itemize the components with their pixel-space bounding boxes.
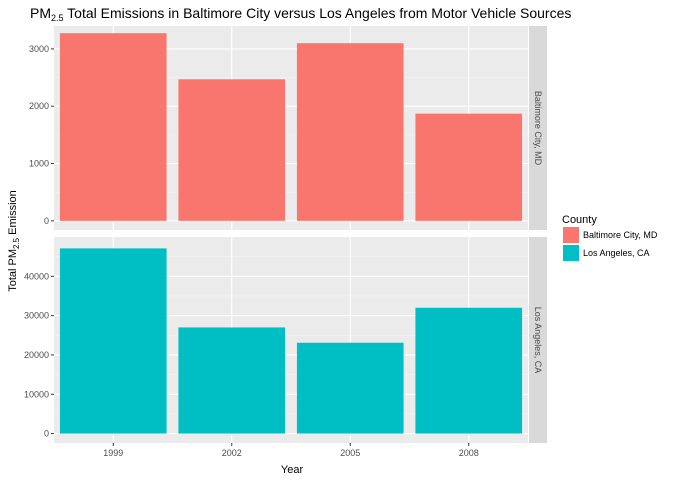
y-tick-label: 0 — [44, 216, 49, 226]
x-tick-label: 1999 — [103, 448, 123, 458]
y-tick-label: 2000 — [29, 101, 49, 111]
x-tick-label: 2002 — [222, 448, 242, 458]
facet-panels: 0 1000 2000 3000 Baltimore City, MD 0 10000 200… — [24, 26, 547, 443]
bar — [415, 113, 523, 221]
x-tick-label: 2008 — [459, 448, 479, 458]
facet-strip — [529, 237, 547, 443]
facet-strip-label: Baltimore City, MD — [533, 91, 543, 166]
y-tick-label: 1000 — [29, 159, 49, 169]
bar — [296, 342, 404, 434]
facet-strip-label: Los Angeles, CA — [533, 307, 543, 374]
legend-key — [563, 227, 579, 243]
chart-title-prefix: PM — [30, 5, 51, 21]
y-axis-title-prefix: Total PM — [7, 249, 19, 292]
chart-title: PM2.5 Total Emissions in Baltimore City … — [30, 5, 571, 23]
y-tick-label: 40000 — [24, 271, 49, 281]
bar — [415, 307, 523, 434]
bar — [178, 327, 286, 434]
y-tick-label: 3000 — [29, 44, 49, 54]
chart-title-subscript: 2.5 — [51, 13, 64, 23]
y-axis-title-subscript: 2.5 — [12, 237, 21, 249]
legend-title: County — [562, 214, 597, 226]
bar — [59, 33, 167, 221]
legend-label: Los Angeles, CA — [583, 248, 650, 258]
legend-key — [563, 245, 579, 261]
y-axis-title: Total PM2.5 Emission — [7, 190, 21, 292]
y-tick-label: 0 — [44, 429, 49, 439]
y-tick-label: 20000 — [24, 350, 49, 360]
chart-title-suffix: Total Emissions in Baltimore City versus… — [64, 5, 572, 21]
bar — [296, 43, 404, 221]
x-axis-title: Year — [281, 464, 304, 476]
x-tick-label: 2005 — [340, 448, 360, 458]
x-axis: 1999 2002 2005 2008 — [103, 443, 479, 458]
facet-strip — [529, 26, 547, 230]
y-axis-title-suffix: Emission — [7, 190, 19, 238]
legend: County Baltimore City, MD Los Angeles, CA — [562, 214, 658, 261]
legend-label: Baltimore City, MD — [583, 230, 658, 240]
facet-panel: 0 10000 20000 30000 40000 Los Angeles, CA — [24, 237, 547, 443]
y-tick-label: 10000 — [24, 389, 49, 399]
bar — [59, 248, 167, 434]
bar — [178, 79, 286, 221]
y-tick-label: 30000 — [24, 311, 49, 321]
facet-panel: 0 1000 2000 3000 Baltimore City, MD — [29, 26, 547, 230]
